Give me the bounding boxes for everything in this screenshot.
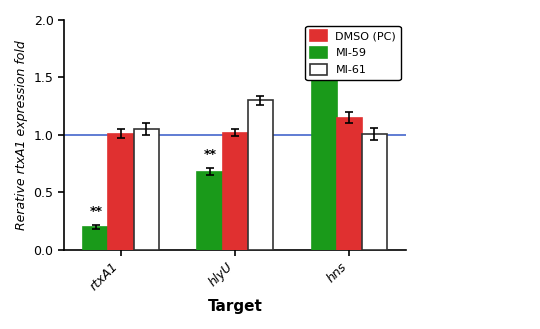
Bar — [362, 134, 387, 250]
Text: **: ** — [204, 148, 217, 162]
Bar — [109, 134, 133, 250]
Text: **: ** — [318, 36, 330, 49]
Bar — [222, 133, 248, 250]
Text: **: ** — [90, 205, 103, 218]
Bar — [312, 64, 336, 250]
Bar — [198, 172, 222, 250]
Bar — [336, 118, 362, 250]
Bar — [133, 129, 159, 250]
Y-axis label: Rerative rtxA1 expression fold: Rerative rtxA1 expression fold — [15, 40, 28, 230]
Legend: DMSO (PC), MI-59, MI-61: DMSO (PC), MI-59, MI-61 — [306, 26, 401, 80]
Bar — [83, 227, 109, 250]
Bar — [248, 100, 273, 250]
X-axis label: Target: Target — [208, 299, 262, 314]
